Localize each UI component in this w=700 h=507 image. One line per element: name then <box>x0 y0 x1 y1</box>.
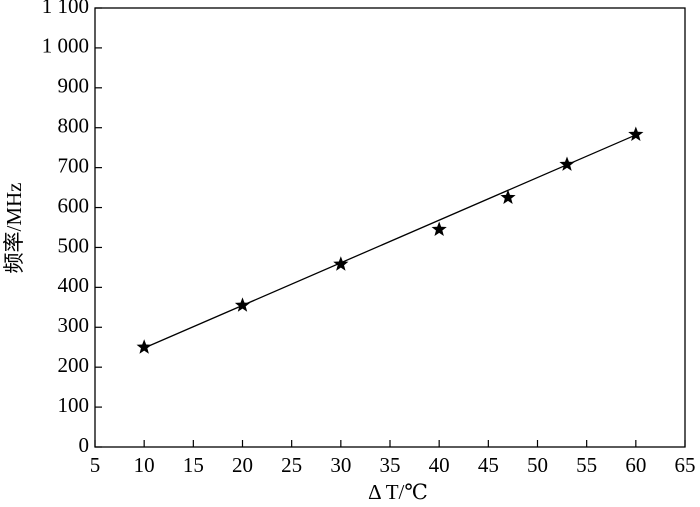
data-point <box>431 221 447 236</box>
data-point <box>333 256 349 271</box>
y-tick-label: 800 <box>58 114 90 138</box>
fit-line <box>143 134 637 349</box>
x-axis-label: Δ T/℃ <box>368 480 428 504</box>
x-tick-label: 55 <box>576 453 597 477</box>
y-tick-label: 0 <box>79 433 90 457</box>
x-tick-label: 10 <box>134 453 155 477</box>
x-tick-label: 45 <box>478 453 499 477</box>
y-tick-label: 200 <box>58 353 90 377</box>
x-tick-label: 40 <box>429 453 450 477</box>
y-tick-label: 300 <box>58 313 90 337</box>
data-point <box>136 339 152 354</box>
x-tick-label: 20 <box>232 453 253 477</box>
y-axis-label: 频率/MHz <box>2 183 26 274</box>
y-tick-label: 700 <box>58 153 90 177</box>
x-tick-label: 15 <box>183 453 204 477</box>
y-tick-label: 1 100 <box>42 0 89 18</box>
y-tick-label: 1 000 <box>42 34 89 58</box>
y-tick-label: 500 <box>58 233 90 257</box>
y-tick-label: 900 <box>58 74 90 98</box>
y-tick-label: 100 <box>58 393 90 417</box>
x-tick-label: 60 <box>625 453 646 477</box>
x-tick-label: 50 <box>527 453 548 477</box>
plot-frame <box>94 7 686 448</box>
data-point <box>559 156 575 171</box>
data-point <box>628 126 644 141</box>
data-point <box>234 297 251 312</box>
x-tick-label: 35 <box>380 453 401 477</box>
x-tick-label: 5 <box>90 453 101 477</box>
x-tick-label: 30 <box>330 453 351 477</box>
data-point <box>500 189 516 205</box>
x-tick-label: 65 <box>675 453 696 477</box>
y-tick-label: 600 <box>58 193 90 217</box>
x-tick-label: 25 <box>281 453 302 477</box>
y-tick-label: 400 <box>58 273 90 297</box>
